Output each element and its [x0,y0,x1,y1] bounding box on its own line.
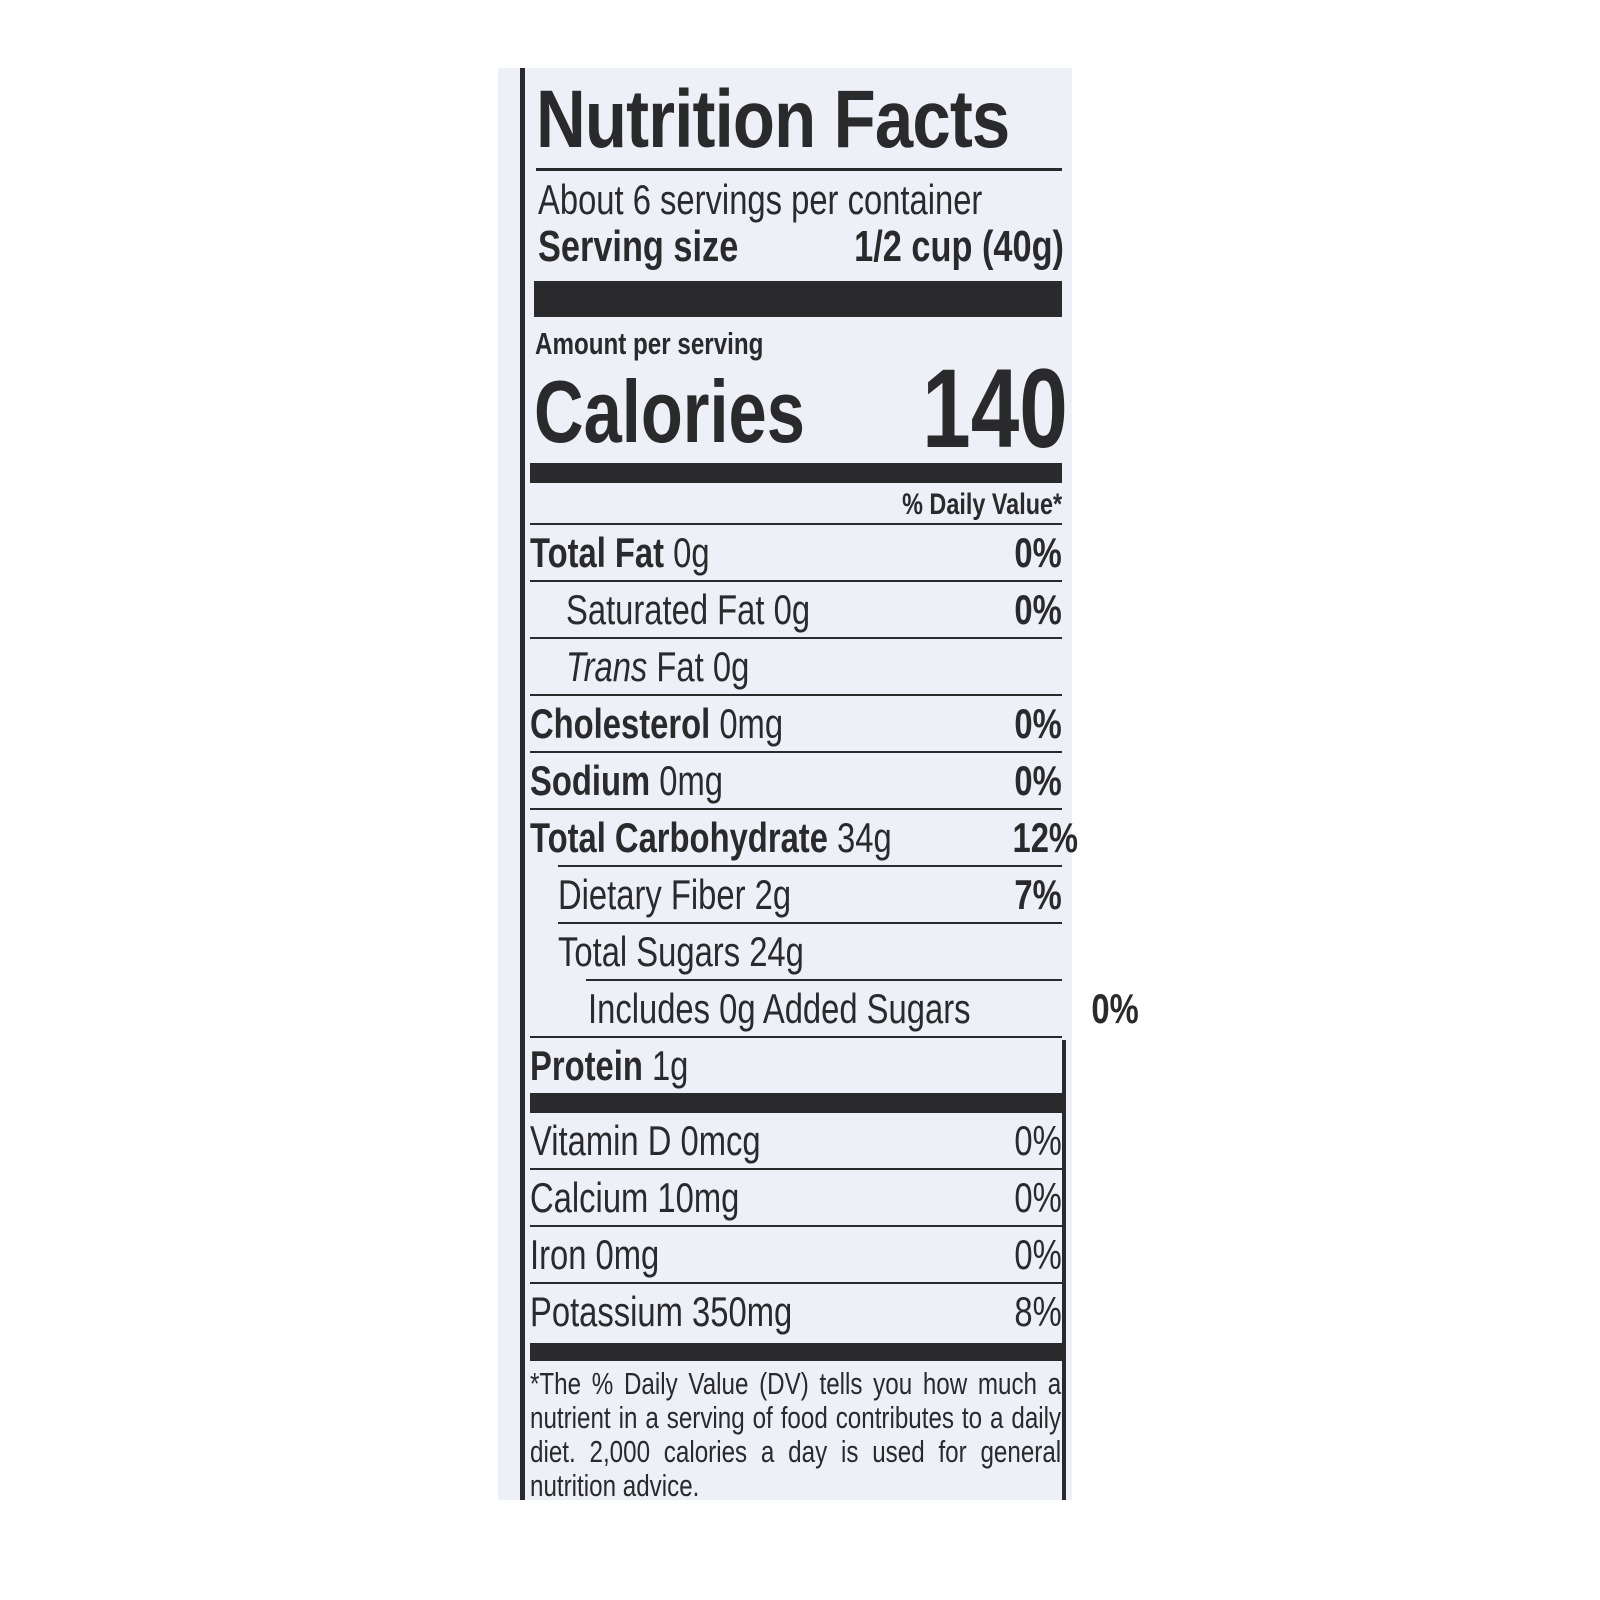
nutrient-row-saturated-fat: Saturated Fat 0g 0% [566,585,1062,633]
calories-row: Calories 140 [530,353,1068,465]
divider [530,1036,1062,1038]
medium-divider [530,1343,1062,1361]
nutrient-row-dietary-fiber: Dietary Fiber 2g 7% [558,870,1062,918]
medium-divider [530,463,1062,483]
daily-value-header: % Daily Value* [902,488,1062,521]
divider [530,1168,1062,1170]
vitamin-row-potassium: Potassium 350mg 8% [530,1287,1062,1335]
thick-divider [534,281,1062,317]
calories-label: Calories [534,362,805,461]
nutrient-row-cholesterol: Cholesterol 0mg 0% [530,699,1062,747]
nutrient-row-total-carbohydrate: Total Carbohydrate 34g 12% [530,813,1078,861]
nutrient-row-added-sugars: Includes 0g Added Sugars 0% [588,984,1140,1032]
divider [586,979,1062,981]
vitamin-row-vitamin-d: Vitamin D 0mcg 0% [530,1116,1062,1164]
serving-size-value: 1/2 cup (40g) [853,222,1064,271]
serving-size-row: Serving size 1/2 cup (40g) [530,222,1064,271]
divider [530,751,1062,753]
nutrient-row-sodium: Sodium 0mg 0% [530,756,1062,804]
nutrition-facts-label: Nutrition Facts About 6 servings per con… [530,74,1140,1503]
vitamin-row-calcium: Calcium 10mg 0% [530,1173,1062,1221]
title: Nutrition Facts [536,74,1010,165]
divider [530,694,1062,696]
divider [530,580,1062,582]
divider [536,168,1062,171]
nutrient-row-total-sugars: Total Sugars 24g [558,927,804,975]
footnote: *The % Daily Value (DV) tells you how mu… [530,1366,1062,1503]
servings-per-container: About 6 servings per container [538,176,983,223]
divider [558,922,1062,924]
divider [530,1225,1062,1227]
vitamin-row-iron: Iron 0mg 0% [530,1230,1062,1278]
serving-size-label: Serving size [538,222,739,271]
divider [530,1282,1062,1284]
divider [558,865,1062,867]
nutrient-row-trans-fat: Trans Fat 0g [566,642,750,690]
divider [530,637,1062,639]
label-border-left [520,68,525,1500]
divider [530,523,1062,525]
nutrient-row-total-fat: Total Fat 0g 0% [530,528,1062,576]
nutrient-row-protein: Protein 1g [530,1041,689,1089]
medium-divider [530,1093,1062,1113]
divider [530,808,1062,810]
calories-value: 140 [922,346,1069,471]
label-border-right [1062,1040,1066,1500]
amount-per-serving: Amount per serving [535,326,764,361]
